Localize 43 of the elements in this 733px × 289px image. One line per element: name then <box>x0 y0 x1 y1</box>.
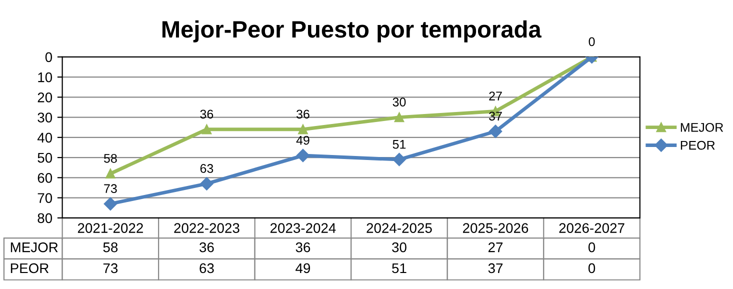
data-label: 63 <box>200 263 214 274</box>
y-tick-label: 40 <box>37 132 52 143</box>
x-tick-label: 2025-2026 <box>463 223 528 233</box>
x-tick-label: 2024-2025 <box>366 223 432 233</box>
annotation: 51 <box>392 140 406 149</box>
annotation: 30 <box>392 98 406 106</box>
chart-title: Mejor-Peor Puesto por temporada <box>162 20 542 42</box>
text: PEOR <box>10 263 49 274</box>
y-tick-label: 0 <box>45 52 52 62</box>
legend-label: MEJOR <box>680 122 724 132</box>
data-label: 0 <box>588 263 596 274</box>
x-tick-label: 2022-2023 <box>174 223 240 233</box>
data-label: 27 <box>488 242 503 252</box>
data-label: 36 <box>296 242 310 252</box>
data-label: 73 <box>103 263 118 274</box>
annotation: 0 <box>588 37 595 46</box>
legend-label: PEOR <box>680 140 715 150</box>
y-tick-label: 30 <box>38 112 52 122</box>
y-tick-label: 20 <box>38 92 52 102</box>
data-label: 0 <box>588 242 596 252</box>
annotation: 36 <box>296 110 310 119</box>
y-tick-label: 50 <box>38 152 52 163</box>
data-label: 49 <box>296 263 310 274</box>
y-tick-label: 10 <box>38 72 52 82</box>
annotation: 63 <box>200 164 214 173</box>
data-label: 58 <box>103 242 118 252</box>
data-label: 36 <box>200 242 214 252</box>
annotation: 49 <box>296 136 310 145</box>
annotation: 58 <box>104 154 117 163</box>
y-tick-label: 80 <box>38 213 52 224</box>
annotation: 27 <box>489 92 502 100</box>
x-tick-label: 2026-2027 <box>559 223 624 233</box>
annotation: 37 <box>489 112 502 121</box>
annotation: 36 <box>200 110 214 119</box>
annotation: 73 <box>104 184 117 194</box>
data-label: 30 <box>392 242 406 252</box>
data-label: 37 <box>488 263 503 274</box>
y-tick-label: 60 <box>38 172 52 183</box>
data-label: 51 <box>392 263 406 274</box>
x-tick-label: 2021-2022 <box>78 223 143 233</box>
x-tick-label: 2023-2024 <box>270 223 336 233</box>
text: MEJOR <box>10 242 58 252</box>
y-tick-label: 70 <box>38 193 52 203</box>
